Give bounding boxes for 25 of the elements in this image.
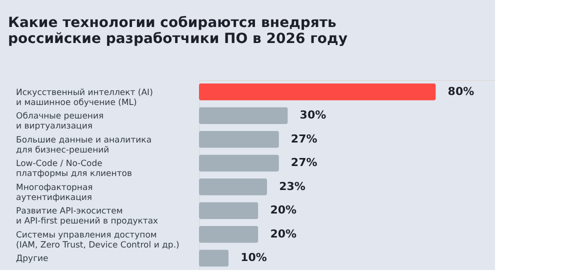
bar: [199, 178, 268, 196]
y-tick-label: Облачные решения и виртуализация: [16, 112, 104, 132]
bar: [199, 130, 279, 148]
data-label: 27%: [290, 156, 318, 170]
bar: [199, 83, 436, 100]
y-tick-label: Другие: [16, 254, 48, 264]
data-label: 80%: [448, 84, 474, 98]
y-tick-label: Искусственный интеллект (AI) и машинное обучение (ML): [16, 88, 153, 108]
y-tick-label: Многофакторная аутентификация: [16, 182, 93, 203]
chart-title: Какие технологии собираются внедрять российские разработчики ПО в 2026 году: [8, 15, 348, 47]
data-label: 10%: [240, 251, 267, 264]
bar: [199, 154, 279, 172]
data-label: 30%: [300, 108, 326, 122]
bar: [199, 226, 258, 243]
y-tick-label: Большие данные и аналитика для бизнес-решений: [16, 135, 152, 156]
bar: [199, 202, 258, 220]
y-tick-label: Системы управления доступом (IAM, Zero Trust, Device Control и др.): [16, 230, 180, 250]
y-tick-label: Развитие API-экосистем и API-first решений в продуктах: [16, 206, 158, 227]
data-label: 23%: [279, 180, 306, 193]
bar: [199, 250, 229, 267]
data-label: 27%: [290, 132, 318, 146]
data-label: 20%: [270, 227, 297, 240]
data-label: 20%: [270, 204, 297, 217]
y-tick-label: Low-Code / No-Code платформы для клиентов: [16, 159, 132, 180]
bar: [199, 107, 288, 124]
